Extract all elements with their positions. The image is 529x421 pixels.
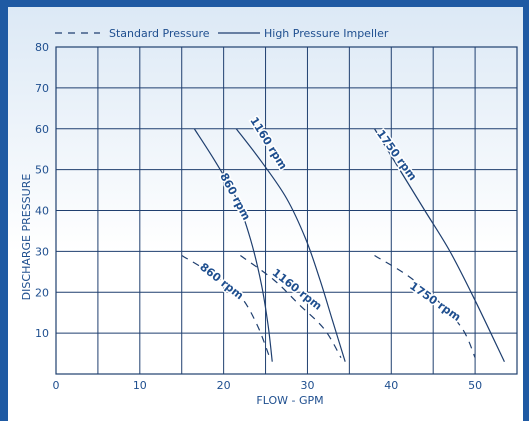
legend: Standard Pressure High Pressure Impeller bbox=[55, 27, 389, 40]
curve-solid-860-rpm bbox=[193, 128, 273, 362]
x-tick-label: 10 bbox=[133, 379, 147, 392]
x-tick-label: 30 bbox=[300, 379, 314, 392]
y-tick-label: 50 bbox=[35, 164, 49, 177]
legend-high-pressure-impeller: High Pressure Impeller bbox=[264, 27, 389, 40]
y-tick-label: 80 bbox=[35, 41, 49, 54]
right-border bbox=[523, 0, 529, 421]
x-tick-label: 40 bbox=[384, 379, 398, 392]
curve-label: 1160 rpm bbox=[270, 266, 325, 313]
y-tick-label: 10 bbox=[35, 327, 49, 340]
top-border bbox=[0, 0, 529, 7]
y-tick-label: 30 bbox=[35, 245, 49, 258]
y-tick-label: 40 bbox=[35, 205, 49, 218]
curve-label: 1160 rpm bbox=[247, 115, 289, 172]
curve-label: 860 rpm bbox=[197, 260, 246, 302]
x-tick-label: 20 bbox=[217, 379, 231, 392]
x-tick-label: 0 bbox=[53, 379, 60, 392]
left-border bbox=[0, 0, 8, 421]
curve-dashed-1750-rpm bbox=[374, 254, 476, 358]
curve-dashed-860-rpm bbox=[181, 254, 271, 358]
curve-label: 860 rpm bbox=[217, 171, 253, 223]
curve-label: 1750 rpm bbox=[407, 279, 463, 324]
curve-solid-1160-rpm bbox=[235, 128, 346, 362]
y-tick-label: 60 bbox=[35, 123, 49, 136]
legend-standard-pressure: Standard Pressure bbox=[109, 27, 210, 40]
x-axis-label: FLOW - GPM bbox=[256, 394, 323, 407]
x-tick-label: 50 bbox=[468, 379, 482, 392]
y-axis-label: DISCHARGE PRESSURE bbox=[20, 174, 33, 301]
y-tick-label: 70 bbox=[35, 82, 49, 95]
curve-label: 1750 rpm bbox=[374, 128, 419, 184]
curve-dashed-1160-rpm bbox=[240, 254, 342, 358]
y-tick-label: 20 bbox=[35, 286, 49, 299]
plot-border bbox=[55, 46, 518, 375]
curve-solid-1750-rpm bbox=[373, 128, 505, 362]
